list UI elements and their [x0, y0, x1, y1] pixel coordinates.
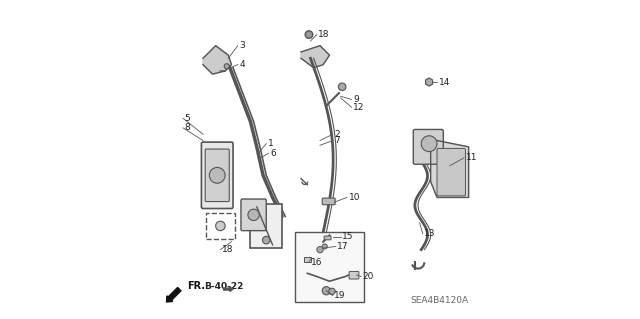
Circle shape — [322, 244, 327, 249]
Text: 11: 11 — [465, 153, 477, 162]
Text: 17: 17 — [337, 242, 349, 251]
Bar — [294, 232, 364, 302]
Circle shape — [216, 221, 225, 231]
Circle shape — [209, 167, 225, 183]
Text: 4: 4 — [239, 60, 245, 69]
FancyArrow shape — [223, 287, 233, 291]
Text: 5: 5 — [185, 114, 191, 123]
FancyBboxPatch shape — [349, 271, 359, 279]
Text: 9: 9 — [353, 95, 359, 104]
Text: 19: 19 — [334, 291, 346, 300]
Circle shape — [262, 236, 270, 244]
Polygon shape — [203, 46, 232, 74]
Circle shape — [322, 286, 330, 295]
FancyBboxPatch shape — [437, 148, 465, 196]
Text: 2: 2 — [335, 130, 340, 139]
Circle shape — [421, 136, 437, 152]
Text: 10: 10 — [348, 193, 360, 202]
Polygon shape — [431, 141, 468, 197]
Polygon shape — [301, 46, 330, 68]
Circle shape — [305, 31, 313, 38]
FancyBboxPatch shape — [205, 149, 229, 202]
Text: 6: 6 — [270, 149, 276, 158]
Text: 16: 16 — [310, 258, 322, 267]
Circle shape — [224, 64, 229, 69]
Text: 15: 15 — [342, 233, 354, 241]
Circle shape — [248, 209, 259, 220]
FancyBboxPatch shape — [324, 236, 331, 240]
Text: 13: 13 — [424, 229, 436, 238]
Circle shape — [317, 247, 323, 253]
Text: SEA4B4120A: SEA4B4120A — [410, 296, 468, 305]
FancyBboxPatch shape — [241, 199, 266, 231]
Text: 18: 18 — [222, 245, 234, 254]
FancyArrow shape — [166, 287, 181, 302]
Text: B-40-22: B-40-22 — [205, 282, 244, 291]
Bar — [250, 204, 282, 248]
FancyBboxPatch shape — [413, 130, 444, 164]
Circle shape — [329, 288, 335, 294]
Text: FR.: FR. — [187, 281, 205, 291]
Text: 12: 12 — [353, 103, 365, 112]
FancyBboxPatch shape — [202, 142, 233, 209]
Bar — [206, 213, 235, 239]
Text: 14: 14 — [438, 78, 450, 86]
FancyBboxPatch shape — [322, 198, 335, 205]
Text: 8: 8 — [185, 123, 191, 132]
Text: 3: 3 — [239, 41, 245, 50]
Text: 7: 7 — [335, 136, 340, 145]
Text: 1: 1 — [268, 139, 273, 148]
Circle shape — [339, 83, 346, 91]
Bar — [303, 256, 310, 262]
Circle shape — [426, 79, 432, 85]
Text: 20: 20 — [363, 272, 374, 281]
Text: 18: 18 — [319, 30, 330, 39]
